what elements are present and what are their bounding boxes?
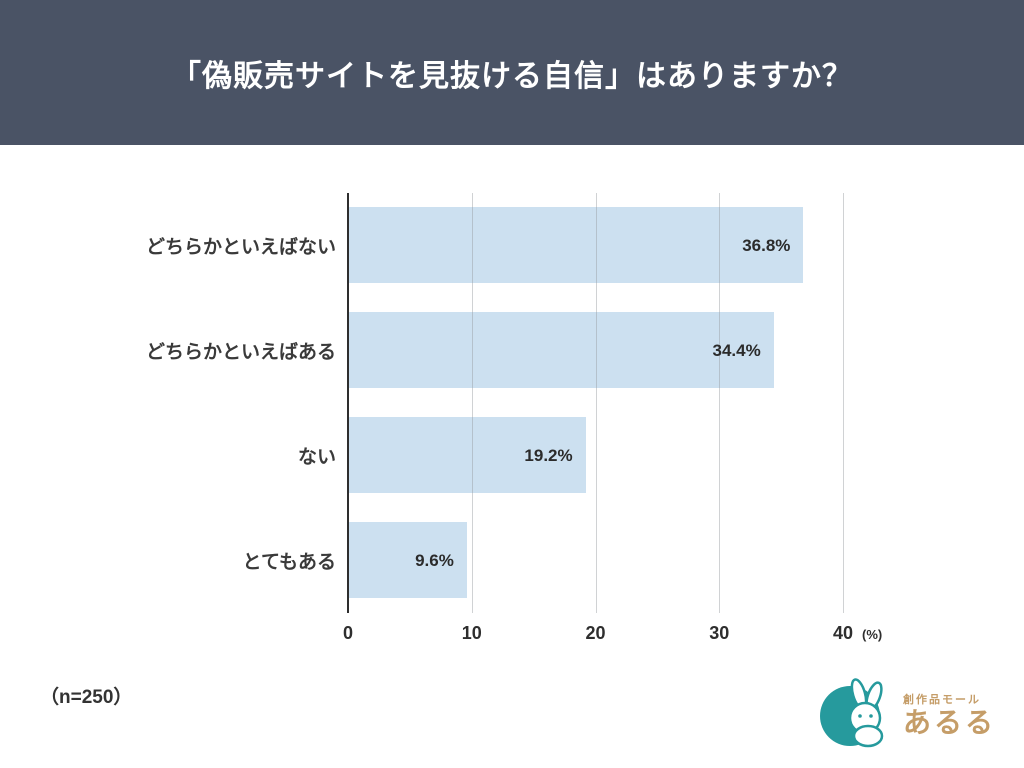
bar — [348, 312, 774, 388]
bar — [348, 417, 586, 493]
value-label: 9.6% — [415, 550, 454, 570]
bar — [348, 522, 467, 598]
aruru-logo: 創作品モール あるる — [819, 678, 996, 750]
bar-row: どちらかといえばある 34.4% — [146, 298, 843, 403]
category-label: とてもある — [242, 552, 336, 573]
logo-texts: 創作品モール あるる — [903, 691, 996, 737]
value-label: 36.8% — [742, 235, 791, 255]
x-tick-label: 30 — [709, 623, 730, 643]
bar-row: どちらかといえばない 36.8% — [146, 193, 843, 298]
gridline — [843, 193, 844, 613]
plot-area: (%) 0 10 20 30 40 どちらかといえばない 36.8% どちらかといえばある 34… — [146, 193, 882, 643]
rabbit-logo-icon — [819, 678, 884, 748]
header: 「偽販売サイトを見抜ける自信」はありますか？ — [0, 0, 1024, 145]
x-tick-label: 10 — [461, 623, 482, 643]
logo-name: あるる — [902, 707, 996, 738]
category-label: ない — [297, 447, 336, 468]
x-tick-label: 0 — [342, 623, 353, 643]
gridline — [471, 193, 473, 613]
bar-row: とてもある 9.6% — [243, 508, 843, 613]
bar — [348, 207, 804, 283]
page-title: 「偽販売サイトを見抜ける自信」はありますか？ — [171, 59, 853, 93]
value-label: 19.2% — [524, 445, 573, 465]
category-label: どちらかといえばない — [145, 237, 336, 258]
value-label: 34.4% — [712, 340, 761, 360]
bar-row: ない 19.2% — [298, 403, 843, 508]
x-tick-label: 40 — [832, 623, 854, 643]
x-axis-unit: (%) — [862, 627, 883, 642]
x-tick-label: 20 — [585, 623, 606, 643]
sample-size-note: （n=250） — [40, 687, 133, 708]
gridline — [719, 193, 721, 613]
category-label: どちらかといえばある — [145, 342, 336, 363]
y-axis-line — [347, 193, 349, 613]
gridline — [595, 193, 597, 613]
logo-tagline: 創作品モール — [902, 694, 981, 706]
